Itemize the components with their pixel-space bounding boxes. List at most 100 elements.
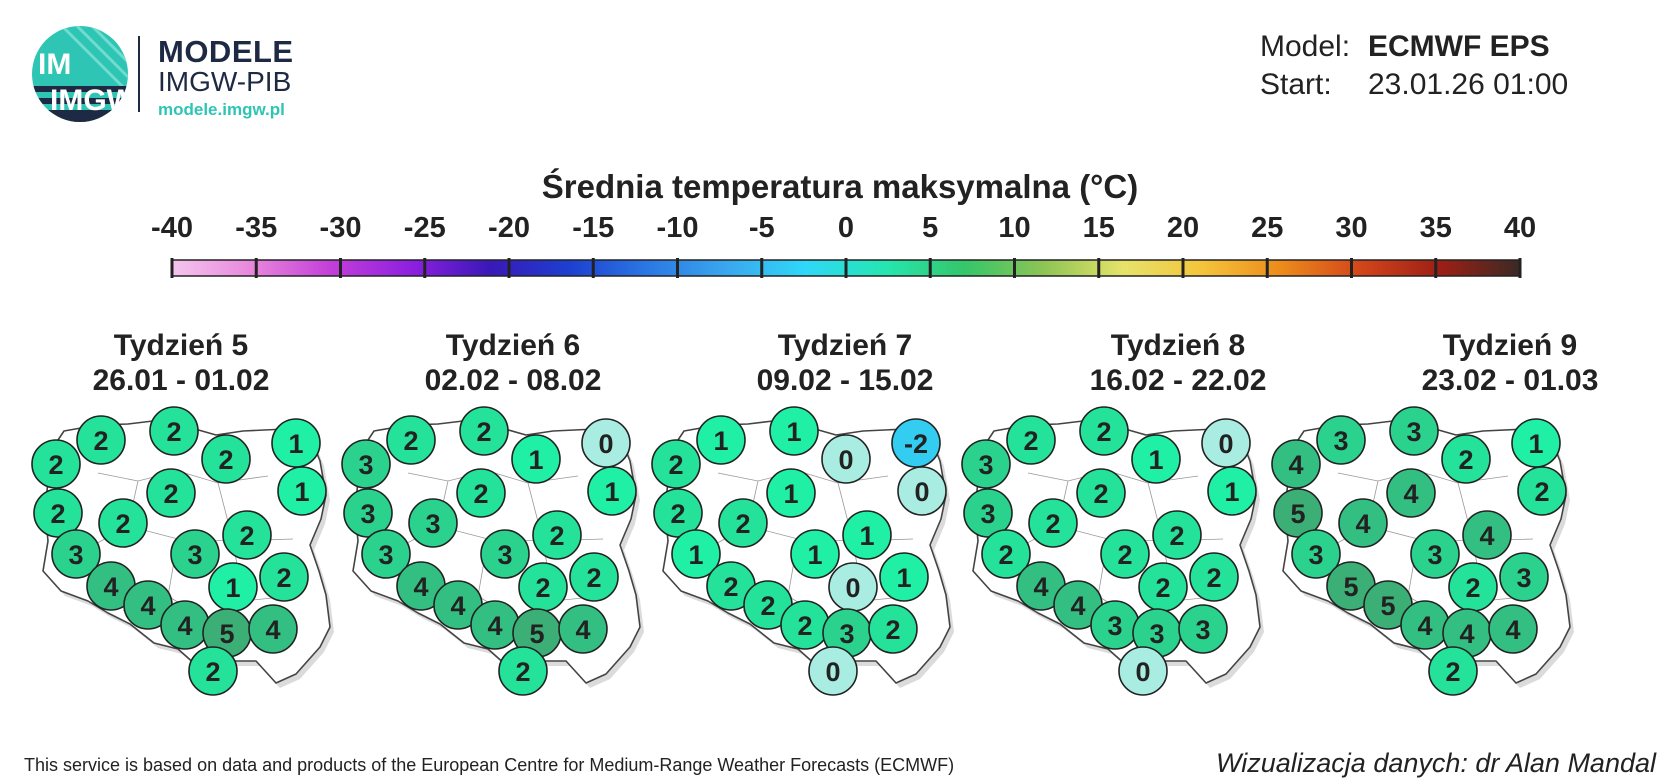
- temperature-station: 3: [170, 529, 220, 579]
- station-value: 3: [378, 540, 393, 570]
- temperature-station: 2: [1428, 646, 1478, 696]
- station-value: 2: [166, 417, 181, 447]
- colorbar-tick-label: 5: [922, 215, 938, 244]
- station-value: 2: [50, 499, 65, 529]
- station-value: 3: [1195, 615, 1210, 645]
- station-value: 2: [515, 657, 530, 687]
- station-value: 2: [668, 450, 683, 480]
- station-value: 2: [48, 450, 63, 480]
- week-date-range: 09.02 - 15.02: [756, 364, 934, 397]
- temperature-station: 2: [201, 434, 251, 484]
- station-value: 2: [670, 499, 685, 529]
- station-value: 2: [1117, 540, 1132, 570]
- temperature-station: 3: [51, 529, 101, 579]
- station-value: 4: [1479, 521, 1494, 551]
- station-value: 4: [413, 572, 428, 602]
- temperature-station: 1: [271, 418, 321, 468]
- start-value: 23.01.26 01:00: [1368, 68, 1569, 101]
- temperature-station: 4: [558, 604, 608, 654]
- station-value: 0: [838, 445, 853, 475]
- temperature-station: 2: [386, 415, 436, 465]
- temperature-station: 2: [1517, 466, 1567, 516]
- station-value: 2: [735, 509, 750, 539]
- temperature-station: 2: [1189, 552, 1239, 602]
- temperature-station: 2: [718, 498, 768, 548]
- station-value: 0: [598, 429, 613, 459]
- temperature-station: 2: [780, 600, 830, 650]
- temperature-station: 0: [581, 418, 631, 468]
- station-value: 2: [998, 540, 1013, 570]
- station-value: 1: [1224, 477, 1239, 507]
- station-value: 0: [845, 573, 860, 603]
- model-value: ECMWF EPS: [1368, 30, 1550, 63]
- temperature-station: 2: [1152, 510, 1202, 560]
- station-value: 2: [163, 479, 178, 509]
- colorbar-tick-label: -5: [749, 215, 775, 244]
- colorbar-tick-label: 15: [1083, 215, 1115, 244]
- colorbar-tick-label: -35: [235, 215, 277, 244]
- temperature-station: 2: [532, 510, 582, 560]
- colorbar-tick-label: 30: [1335, 215, 1367, 244]
- temperature-station: 2: [743, 580, 793, 630]
- brand-url[interactable]: modele.imgw.pl: [158, 100, 285, 119]
- station-value: 4: [265, 615, 280, 645]
- station-value: 0: [1218, 429, 1233, 459]
- temperature-station: 4: [1400, 600, 1450, 650]
- colorbar-tick-label: -25: [404, 215, 446, 244]
- station-value: 4: [140, 591, 155, 621]
- station-value: 0: [914, 477, 929, 507]
- station-value: 2: [1465, 573, 1480, 603]
- station-value: 2: [1045, 509, 1060, 539]
- temperature-station: 2: [653, 488, 703, 538]
- temperature-station: 2: [981, 529, 1031, 579]
- temperature-station: 4: [433, 580, 483, 630]
- temperature-station: 3: [822, 608, 872, 658]
- visualization-credit: Wizualizacja danych: dr Alan Mandal: [1216, 748, 1656, 778]
- station-value: 2: [797, 611, 812, 641]
- station-value: 1: [713, 426, 728, 456]
- station-value: 2: [403, 426, 418, 456]
- temperature-station: 1: [277, 466, 327, 516]
- station-value: 4: [177, 611, 192, 641]
- temperature-station: 1: [769, 406, 819, 456]
- week-label: Tydzień 5: [113, 329, 249, 362]
- station-value: 2: [586, 563, 601, 593]
- logo-divider: [138, 36, 140, 112]
- temperature-station: 2: [146, 468, 196, 518]
- temperature-station: 4: [1386, 468, 1436, 518]
- station-value: 3: [358, 450, 373, 480]
- scale-title: Średnia temperatura maksymalna (°C): [541, 168, 1139, 205]
- temperature-station: 0: [821, 434, 871, 484]
- temperature-station: 1: [671, 529, 721, 579]
- station-value: 4: [1288, 450, 1303, 480]
- station-value: 2: [1534, 477, 1549, 507]
- station-value: 4: [1417, 611, 1432, 641]
- week-title: Tydzień 6 02.02 - 08.02: [363, 328, 663, 398]
- week-date-range: 26.01 - 01.02: [92, 364, 270, 397]
- brand-name: MODELE: [158, 34, 294, 69]
- temperature-station: 0: [1201, 418, 1251, 468]
- temperature-station: 3: [1316, 415, 1366, 465]
- temperature-station: 1: [842, 510, 892, 560]
- start-label: Start:: [1260, 68, 1332, 101]
- station-value: 3: [425, 509, 440, 539]
- station-value: -2: [904, 429, 928, 459]
- temperature-station: 3: [1178, 604, 1228, 654]
- temperature-station: 1: [511, 434, 561, 484]
- week-label: Tydzień 9: [1442, 329, 1578, 362]
- station-value: 1: [896, 563, 911, 593]
- station-value: 1: [786, 417, 801, 447]
- station-value: 3: [1427, 540, 1442, 570]
- week-date-range: 16.02 - 22.02: [1089, 364, 1267, 397]
- temperature-station: 2: [1006, 415, 1056, 465]
- station-value: 3: [1516, 563, 1531, 593]
- temperature-station: 5: [1326, 561, 1376, 611]
- temperature-station: 2: [1100, 529, 1150, 579]
- colorbar-tick-label: 40: [1504, 215, 1536, 244]
- temperature-station: 2: [149, 406, 199, 456]
- week-title: Tydzień 5 26.01 - 01.02: [31, 328, 331, 398]
- station-value: 1: [288, 429, 303, 459]
- temperature-station: 5: [202, 608, 252, 658]
- temperature-station: 4: [1271, 439, 1321, 489]
